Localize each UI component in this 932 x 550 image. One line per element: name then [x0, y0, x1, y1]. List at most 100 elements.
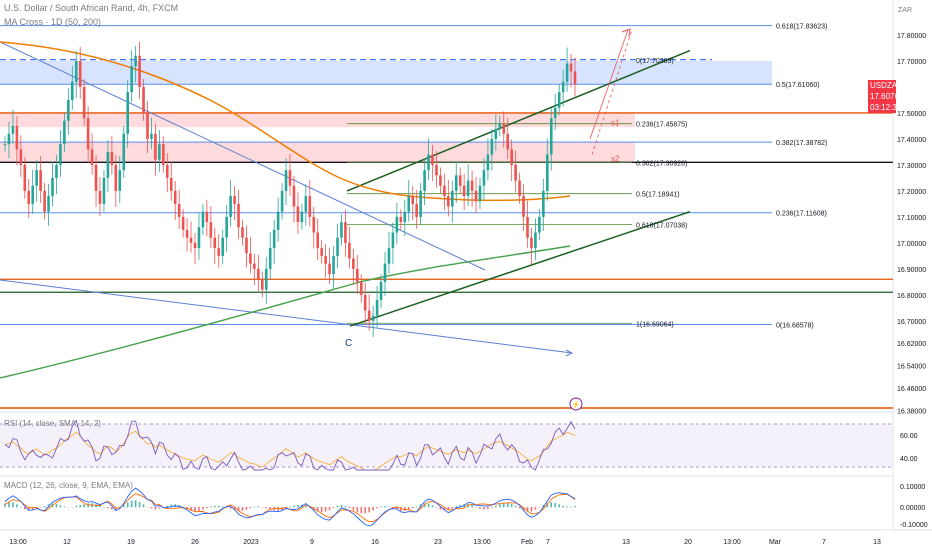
candle-body: [510, 149, 513, 165]
macd-histogram-bar: [522, 507, 525, 511]
candle-body: [348, 242, 351, 259]
macd-histogram-bar: [534, 507, 537, 510]
support-zone-red: [0, 141, 635, 163]
resistance-zone-blue: [0, 60, 772, 85]
macd-histogram-bar: [83, 504, 85, 508]
candle-body: [447, 196, 450, 207]
macd-histogram-bar: [526, 507, 529, 512]
rsi-pane-label[interactable]: RSI (14, close, SMA, 14, 2): [4, 419, 101, 428]
candle-body: [94, 164, 98, 191]
time-axis-tick: 13: [873, 539, 881, 546]
macd-line: [4, 487, 576, 527]
macd-histogram-bar: [257, 506, 260, 508]
macd-histogram-bar: [23, 507, 26, 510]
candle-body: [146, 112, 149, 139]
candle-body: [217, 248, 221, 256]
macd-histogram-bar: [558, 504, 560, 508]
candle-body: [11, 125, 15, 134]
candle-body: [15, 125, 19, 150]
time-axis-tick: 13:00: [723, 539, 741, 546]
macd-histogram-bar: [439, 507, 442, 510]
macd-histogram-bar: [12, 502, 14, 508]
macd-histogram-bar: [190, 507, 192, 511]
macd-histogram-bar: [316, 507, 319, 512]
candle-body: [498, 123, 502, 129]
candle-body: [280, 190, 284, 212]
candle-body: [74, 60, 78, 82]
rsi-axis-tick: 60.00: [900, 433, 918, 440]
candle-body: [229, 196, 232, 217]
candle-body: [419, 190, 422, 217]
candle-body: [395, 216, 399, 233]
macd-signal-line: [4, 493, 576, 523]
s2-label: s2: [611, 155, 620, 164]
macd-histogram-bar: [43, 505, 46, 508]
symbol-tag: USDZAR: [868, 80, 903, 91]
ma-cross-indicator-label[interactable]: MA Cross · 1D (50, 200): [4, 17, 102, 27]
candle-body: [35, 170, 38, 186]
candle-body: [249, 253, 252, 264]
projection-arrow-dashed: [591, 29, 633, 155]
candle-body: [308, 196, 312, 217]
macd-histogram-bar: [122, 505, 125, 508]
macd-histogram-bar: [79, 505, 82, 508]
candle-body: [59, 144, 62, 165]
macd-histogram-bar: [332, 507, 335, 508]
macd-histogram-bar: [451, 507, 454, 509]
candle-body: [23, 164, 27, 191]
price-axis-tick: 17.20000: [897, 189, 926, 196]
candle-body: [522, 196, 525, 217]
macd-histogram-bar: [320, 507, 323, 513]
macd-histogram-bar: [554, 503, 557, 508]
time-axis-tick: 16: [371, 539, 379, 546]
candle-body: [241, 227, 244, 238]
macd-histogram-bar: [360, 507, 363, 514]
macd-histogram-bar: [217, 505, 220, 508]
candle-body: [47, 196, 50, 212]
candle-body: [221, 237, 225, 256]
macd-histogram-bar: [154, 507, 157, 510]
candle-body: [569, 63, 573, 72]
macd-pane-label[interactable]: MACD (12, 26, close, 9, EMA, EMA): [4, 481, 133, 490]
candle-body: [458, 175, 462, 186]
macd-histogram-bar: [336, 505, 339, 508]
rsi-axis-tick: 40.00: [900, 456, 918, 463]
macd-histogram-bar: [221, 506, 224, 508]
candle-body: [39, 170, 42, 191]
rsi-sma-line: [4, 430, 576, 471]
macd-histogram-bar: [356, 507, 359, 513]
macd-histogram-bar: [194, 507, 196, 512]
macd-histogram-bar: [134, 500, 137, 508]
candle-body: [177, 203, 181, 217]
fib-label: 0.236(17.11608): [776, 211, 827, 218]
candle-body: [415, 203, 418, 217]
candle-body: [106, 151, 110, 178]
price-axis-tick: 17.70000: [897, 59, 926, 66]
macd-histogram-bar: [241, 507, 244, 511]
candle-body: [27, 190, 31, 204]
candle-body: [98, 190, 102, 204]
price-axis-tick: 16.54000: [897, 364, 926, 371]
macd-histogram-bar: [455, 506, 458, 508]
candle-body: [276, 211, 280, 230]
candle-body: [403, 211, 407, 223]
candle-body: [383, 263, 387, 282]
macd-histogram-bar: [495, 505, 497, 508]
price-axis-tick: 17.10000: [897, 215, 926, 222]
candle-body: [387, 248, 391, 264]
macd-axis-tick: 0.00000: [900, 505, 925, 512]
fib-label: 0.618(17.83623): [776, 24, 827, 31]
time-axis-tick: Mar: [769, 539, 782, 546]
macd-histogram-bar: [20, 506, 22, 508]
macd-histogram-bar: [550, 502, 553, 508]
macd-histogram-bar: [514, 505, 517, 508]
price-axis-tick: 16.38000: [897, 408, 926, 415]
candle-body: [130, 66, 133, 93]
time-axis-tick: 13: [622, 539, 630, 546]
price-axis-tick: 16.70000: [897, 319, 926, 326]
candle-body: [352, 258, 355, 269]
macd-histogram-bar: [130, 500, 133, 508]
macd-histogram-bar: [372, 507, 374, 511]
macd-histogram-bar: [562, 505, 564, 508]
